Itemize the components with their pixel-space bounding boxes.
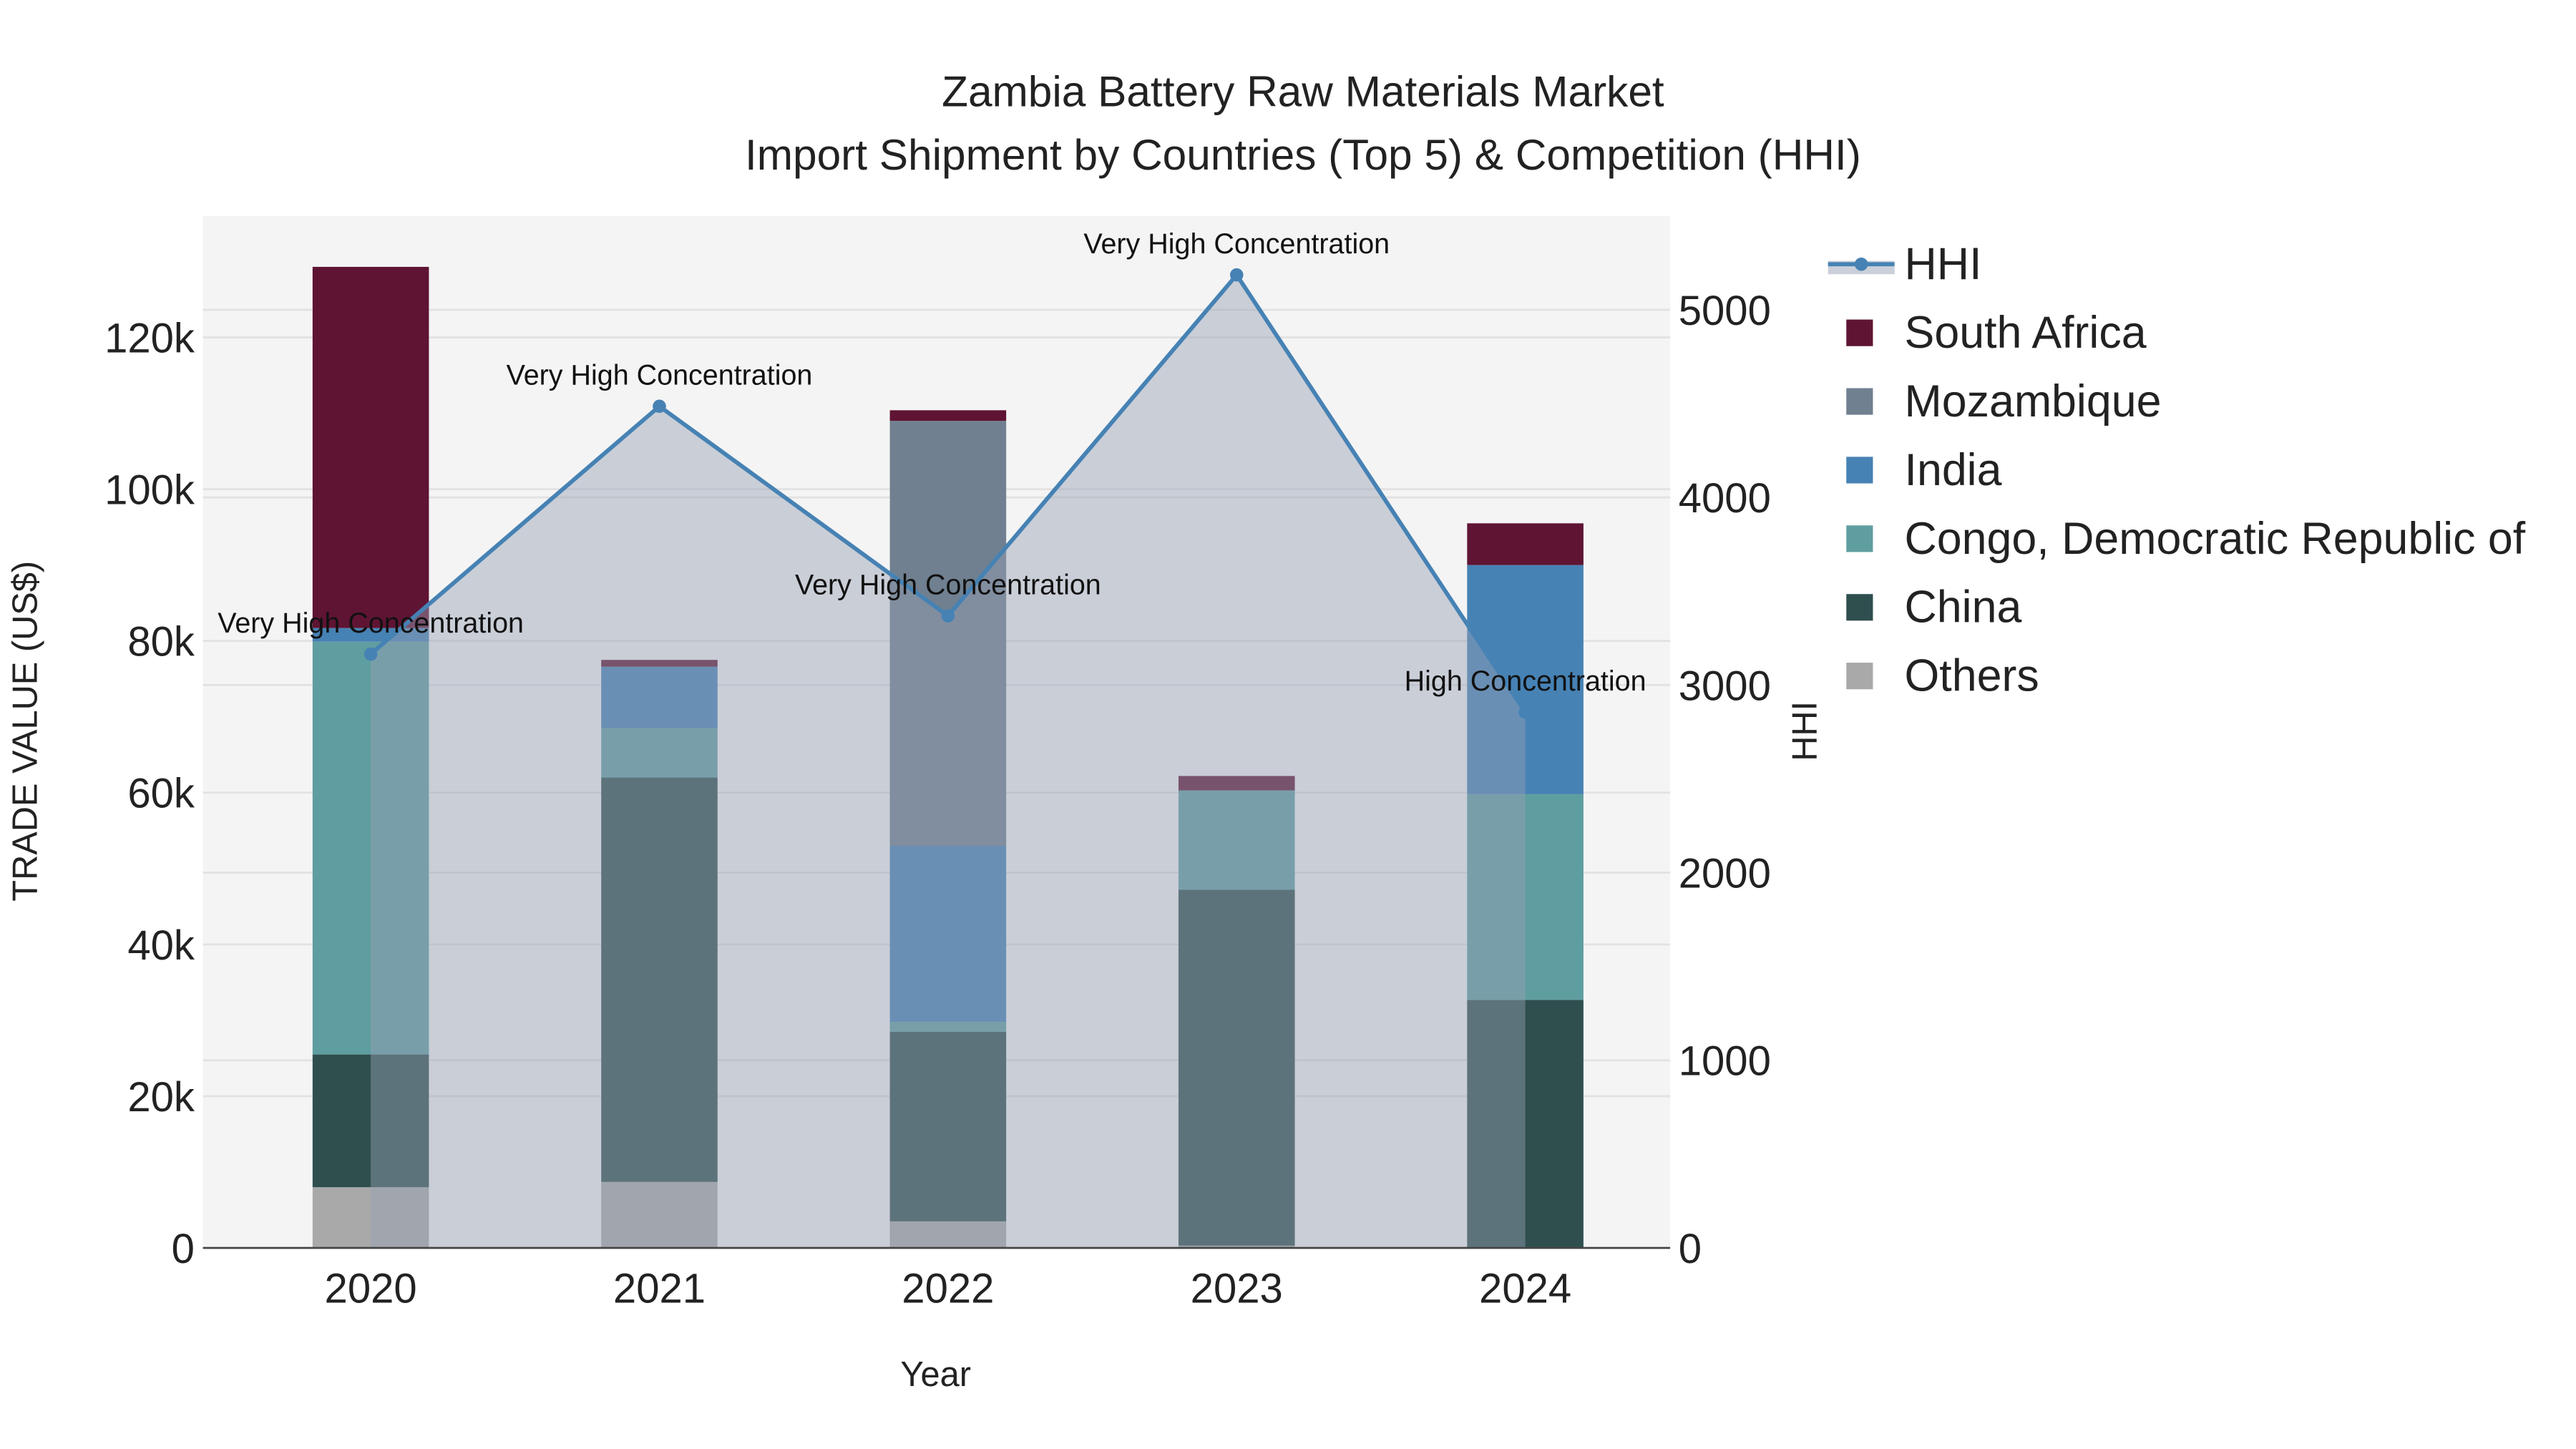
- x-tick-label: 2023: [1191, 1266, 1283, 1312]
- legend-marker-hhi: [1854, 257, 1868, 271]
- bar-mozambique: [889, 421, 1007, 847]
- bar-india: [889, 846, 1007, 1023]
- x-tick-label: 2020: [325, 1266, 417, 1312]
- bar-others: [601, 1181, 718, 1249]
- bar-south-africa: [312, 266, 429, 628]
- hhi-annotation: Very High Concentration: [1083, 228, 1390, 260]
- x-tick-label: 2021: [613, 1266, 706, 1312]
- x-axis-label: Year: [900, 1355, 971, 1394]
- bar-others: [889, 1221, 1007, 1249]
- bar-south-africa: [1178, 776, 1295, 791]
- bar-south-africa: [889, 410, 1007, 421]
- y-tick-label: 40k: [127, 922, 195, 969]
- legend-swatch: [1846, 594, 1873, 621]
- legend-label: Others: [1905, 651, 2039, 701]
- y2-tick-label: 2000: [1679, 851, 1771, 897]
- bar-congo-democratic-republic-of: [889, 1022, 1007, 1032]
- legend-label: Congo, Democratic Republic of: [1905, 514, 2526, 564]
- hhi-point: [941, 609, 955, 623]
- y-tick-label: 80k: [127, 619, 195, 665]
- y-tick-label: 120k: [104, 315, 195, 361]
- bar-congo-democratic-republic-of: [312, 641, 429, 1055]
- x-tick-label: 2024: [1479, 1266, 1571, 1312]
- bar-others: [312, 1187, 429, 1249]
- bar-others: [1178, 1245, 1295, 1249]
- hhi-annotation: Very High Concentration: [218, 608, 524, 639]
- y2-tick-label: 1000: [1679, 1038, 1771, 1085]
- bar-china: [601, 777, 718, 1182]
- y-tick-label: 0: [172, 1226, 195, 1272]
- y-tick-label: 60k: [127, 771, 195, 817]
- bar-south-africa: [1467, 523, 1584, 565]
- legend-swatch: [1846, 457, 1873, 484]
- hhi-point: [1229, 268, 1244, 282]
- y-tick-label: 20k: [127, 1074, 195, 1121]
- bar-china: [312, 1054, 429, 1188]
- y2-tick-label: 3000: [1679, 663, 1771, 709]
- legend-swatch: [1846, 388, 1873, 415]
- hhi-point: [1518, 706, 1532, 719]
- legend-label: Mozambique: [1905, 376, 2162, 426]
- bar-congo-democratic-republic-of: [601, 728, 718, 778]
- hhi-area: [371, 275, 1526, 1249]
- legend-label: India: [1905, 445, 2002, 495]
- y-tick-label: 100k: [104, 467, 195, 514]
- y2-tick-label: 4000: [1679, 475, 1771, 522]
- hhi-point: [364, 647, 378, 661]
- y2-tick-label: 5000: [1679, 288, 1771, 334]
- legend-swatch: [1846, 319, 1873, 346]
- legend-label: HHI: [1905, 239, 1982, 289]
- bar-china: [889, 1031, 1007, 1221]
- chart-subtitle: Import Shipment by Countries (Top 5) & C…: [745, 130, 1861, 179]
- hhi-annotation: High Concentration: [1405, 665, 1646, 697]
- chart-title: Zambia Battery Raw Materials Market: [942, 67, 1664, 116]
- bar-india: [601, 666, 718, 728]
- hhi-annotation: Very High Concentration: [507, 360, 813, 391]
- hhi-annotation: Very High Concentration: [795, 569, 1101, 600]
- bar-congo-democratic-republic-of: [1178, 790, 1295, 890]
- y2-tick-label: 0: [1679, 1226, 1702, 1272]
- legend-label: China: [1905, 582, 2022, 633]
- x-tick-label: 2022: [902, 1266, 994, 1312]
- y2-axis-label: HHI: [1785, 701, 1824, 761]
- legend-swatch: [1846, 525, 1873, 552]
- y-axis-label: TRADE VALUE (US$): [6, 561, 44, 902]
- bar-china: [1467, 1000, 1584, 1249]
- legend-label: South Africa: [1905, 308, 2147, 358]
- bar-india: [1467, 565, 1584, 794]
- bar-south-africa: [601, 660, 718, 667]
- bar-congo-democratic-republic-of: [1467, 794, 1584, 1000]
- bar-china: [1178, 889, 1295, 1246]
- hhi-point: [653, 399, 666, 414]
- legend-swatch: [1846, 663, 1873, 690]
